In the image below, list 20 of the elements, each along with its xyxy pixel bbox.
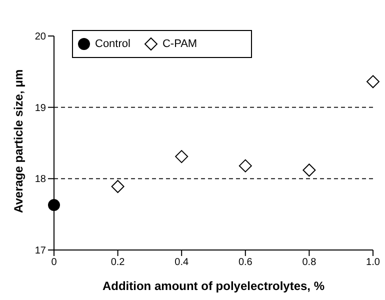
y-axis-title: Average particle size, μm xyxy=(11,69,26,213)
y-tick-label: 20 xyxy=(34,32,46,43)
x-tick-label: 0.6 xyxy=(238,257,253,268)
point xyxy=(175,150,188,164)
x-tick-label: 1.0 xyxy=(366,257,380,268)
x-tick-label: 0.8 xyxy=(302,257,317,268)
y-tick-label: 17 xyxy=(34,246,46,257)
point xyxy=(48,199,60,212)
x-tick-label: 0.4 xyxy=(174,257,189,268)
legend-label: Control xyxy=(95,38,130,50)
point xyxy=(302,164,316,177)
y-tick-label: 18 xyxy=(34,174,46,186)
x-tick-label: 0.2 xyxy=(110,257,126,268)
point xyxy=(238,159,252,172)
legend-label: C-PAM xyxy=(162,38,198,50)
x-tick-label: 0 xyxy=(51,257,58,268)
point xyxy=(111,180,124,194)
x-axis-title: Addition amount of polyelectrolytes, % xyxy=(102,279,325,293)
y-tick-label: 19 xyxy=(34,102,46,114)
point xyxy=(366,75,380,88)
